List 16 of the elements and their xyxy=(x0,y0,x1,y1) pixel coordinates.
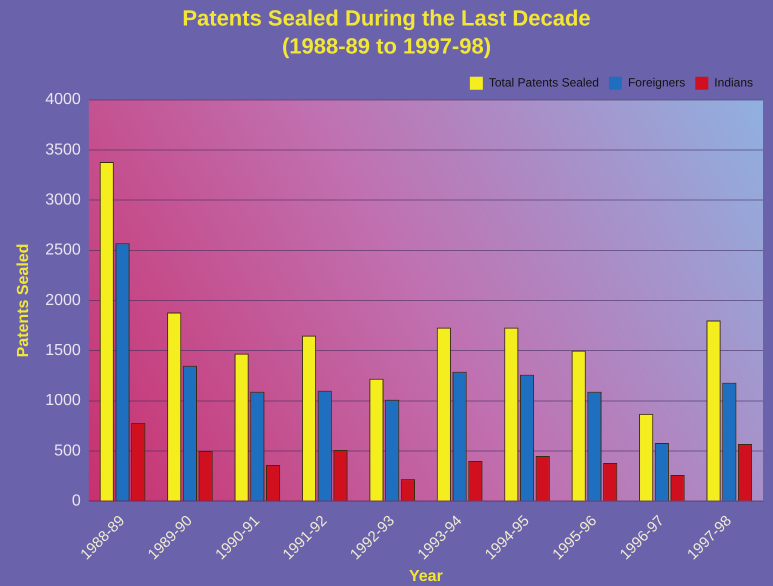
legend-label: Total Patents Sealed xyxy=(488,76,599,90)
legend-label: Foreigners xyxy=(628,76,686,90)
chart-title: Patents Sealed During the Last Decade xyxy=(182,5,591,30)
y-tick-label: 3500 xyxy=(45,141,81,158)
x-axis-title: Year xyxy=(408,568,443,585)
y-tick-label: 2500 xyxy=(45,242,81,259)
y-tick-label: 500 xyxy=(54,442,81,460)
y-tick-label: 1000 xyxy=(45,392,81,410)
y-tick-label: 4000 xyxy=(45,91,81,108)
y-tick-label: 0 xyxy=(72,492,81,510)
chart-subtitle: (1988-89 to 1997-98) xyxy=(282,34,492,59)
legend-label: Indians xyxy=(714,76,754,90)
y-tick-label: 1500 xyxy=(45,342,81,360)
y-tick-label: 2000 xyxy=(45,292,81,309)
y-axis-title: Patents Sealed xyxy=(15,244,32,358)
y-tick-label: 3000 xyxy=(45,192,81,209)
